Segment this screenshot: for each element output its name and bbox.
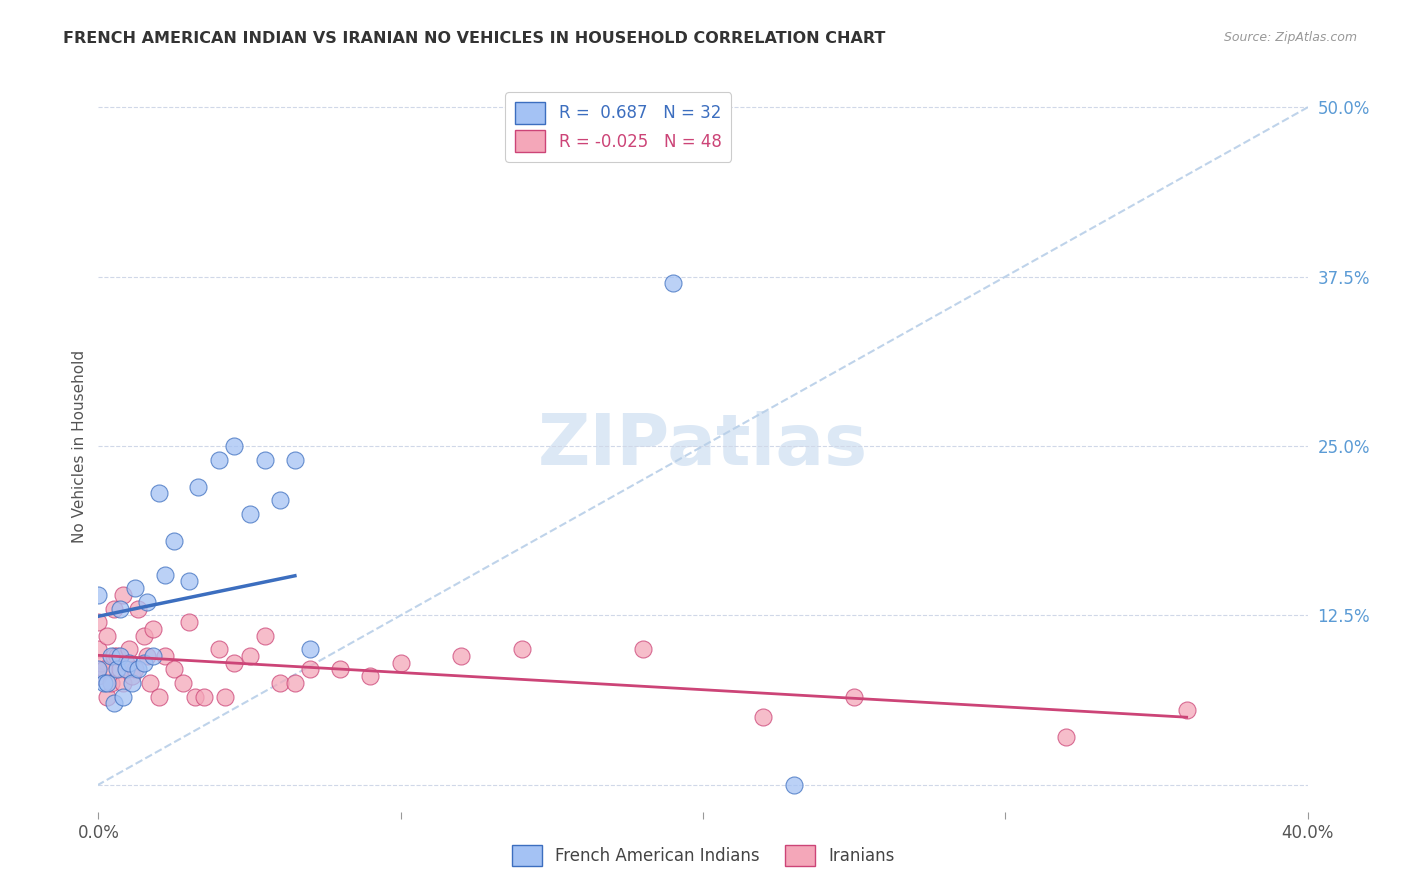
Point bbox=[105, 648, 128, 663]
Point bbox=[1054, 730, 1077, 744]
Point bbox=[142, 622, 165, 636]
Point bbox=[172, 676, 194, 690]
Point bbox=[111, 676, 134, 690]
Point bbox=[135, 595, 157, 609]
Point bbox=[90, 656, 112, 670]
Point bbox=[87, 669, 110, 683]
Point bbox=[163, 533, 186, 548]
Point bbox=[93, 663, 115, 677]
Point bbox=[87, 663, 110, 677]
Point bbox=[208, 642, 231, 657]
Point bbox=[118, 656, 141, 670]
Point bbox=[299, 663, 322, 677]
Point bbox=[87, 615, 110, 629]
Point bbox=[450, 648, 472, 663]
Point bbox=[139, 676, 162, 690]
Point bbox=[114, 656, 136, 670]
Point bbox=[103, 648, 125, 663]
Point bbox=[844, 690, 866, 704]
Legend: French American Indians, Iranians: French American Indians, Iranians bbox=[505, 838, 901, 873]
Point bbox=[187, 480, 209, 494]
Point bbox=[114, 663, 136, 677]
Point bbox=[132, 656, 155, 670]
Point bbox=[269, 493, 291, 508]
Point bbox=[96, 690, 118, 704]
Point bbox=[100, 676, 122, 690]
Point bbox=[239, 648, 262, 663]
Point bbox=[193, 690, 215, 704]
Point bbox=[124, 663, 146, 677]
Point bbox=[108, 648, 131, 663]
Point bbox=[153, 648, 176, 663]
Point bbox=[752, 710, 775, 724]
Point bbox=[132, 629, 155, 643]
Point bbox=[214, 690, 236, 704]
Point bbox=[121, 669, 143, 683]
Point bbox=[284, 676, 307, 690]
Point bbox=[103, 601, 125, 615]
Point bbox=[208, 452, 231, 467]
Point bbox=[127, 663, 149, 677]
Point bbox=[127, 601, 149, 615]
Text: ZIPatlas: ZIPatlas bbox=[538, 411, 868, 481]
Point bbox=[135, 648, 157, 663]
Point bbox=[510, 642, 533, 657]
Point bbox=[118, 642, 141, 657]
Point bbox=[163, 663, 186, 677]
Point bbox=[253, 452, 276, 467]
Point bbox=[783, 778, 806, 792]
Point bbox=[111, 690, 134, 704]
Point bbox=[108, 663, 131, 677]
Point bbox=[96, 629, 118, 643]
Point bbox=[111, 588, 134, 602]
Point bbox=[631, 642, 654, 657]
Point bbox=[389, 656, 412, 670]
Point bbox=[105, 663, 128, 677]
Point bbox=[224, 439, 246, 453]
Point bbox=[142, 648, 165, 663]
Point bbox=[148, 486, 170, 500]
Point bbox=[100, 648, 122, 663]
Point bbox=[329, 663, 352, 677]
Point bbox=[239, 507, 262, 521]
Point bbox=[108, 601, 131, 615]
Legend: R =  0.687   N = 32, R = -0.025   N = 48: R = 0.687 N = 32, R = -0.025 N = 48 bbox=[505, 92, 731, 161]
Point bbox=[124, 581, 146, 595]
Point bbox=[179, 615, 201, 629]
Point bbox=[224, 656, 246, 670]
Point bbox=[153, 567, 176, 582]
Point bbox=[284, 452, 307, 467]
Point bbox=[93, 676, 115, 690]
Point bbox=[87, 642, 110, 657]
Point bbox=[87, 588, 110, 602]
Point bbox=[103, 697, 125, 711]
Point bbox=[299, 642, 322, 657]
Point bbox=[121, 676, 143, 690]
Y-axis label: No Vehicles in Household: No Vehicles in Household bbox=[72, 350, 87, 542]
Text: Source: ZipAtlas.com: Source: ZipAtlas.com bbox=[1223, 31, 1357, 45]
Point bbox=[269, 676, 291, 690]
Point bbox=[184, 690, 207, 704]
Point bbox=[253, 629, 276, 643]
Point bbox=[1175, 703, 1198, 717]
Point bbox=[179, 574, 201, 589]
Text: FRENCH AMERICAN INDIAN VS IRANIAN NO VEHICLES IN HOUSEHOLD CORRELATION CHART: FRENCH AMERICAN INDIAN VS IRANIAN NO VEH… bbox=[63, 31, 886, 46]
Point bbox=[96, 676, 118, 690]
Point bbox=[148, 690, 170, 704]
Point bbox=[360, 669, 382, 683]
Point bbox=[661, 277, 683, 291]
